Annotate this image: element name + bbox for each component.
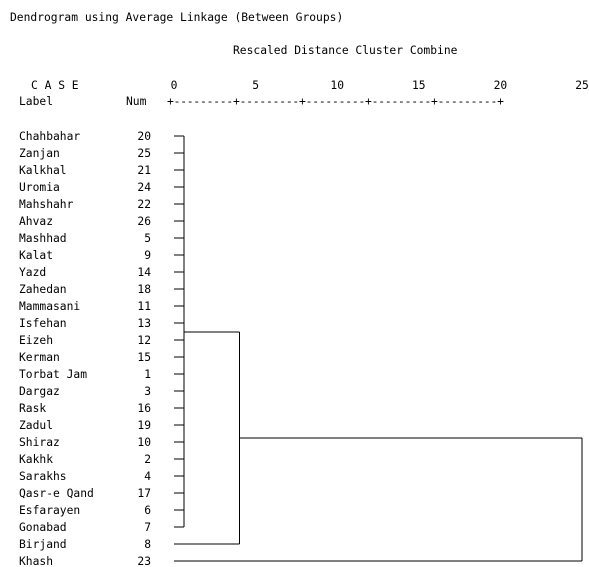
x-tick-label: 20	[494, 79, 508, 92]
case-label: Gonabad	[19, 521, 67, 534]
case-num: 23	[137, 555, 151, 567]
case-num: 5	[144, 232, 151, 245]
case-label: Sarakhs	[19, 470, 67, 483]
label-column-header: Label	[19, 95, 54, 108]
case-num: 6	[144, 504, 151, 517]
case-num: 2	[144, 453, 151, 466]
case-num: 24	[137, 181, 151, 194]
case-label: Zanjan	[19, 147, 60, 160]
x-tick-label: 10	[330, 79, 344, 92]
case-num: 22	[137, 198, 151, 211]
case-label: Kerman	[19, 351, 60, 364]
case-label: Isfehan	[19, 317, 67, 330]
num-column-header: Num	[126, 95, 147, 108]
case-label: Kalkhal	[19, 164, 67, 177]
case-label: Kakhk	[19, 453, 53, 466]
case-num: 8	[144, 538, 151, 551]
case-num: 20	[137, 130, 151, 143]
case-num: 17	[137, 487, 151, 500]
case-num: 19	[137, 419, 151, 432]
case-label: Chahbahar	[19, 130, 80, 143]
case-header: C A S E	[31, 79, 79, 92]
case-label: Birjand	[19, 538, 67, 551]
case-label: Torbat Jam	[19, 368, 87, 381]
case-num: 11	[137, 300, 151, 313]
case-num: 9	[144, 249, 151, 262]
x-tick-label: 15	[412, 79, 426, 92]
case-label: Zahedan	[19, 283, 67, 296]
case-num: 15	[137, 351, 151, 364]
case-label: Mammasani	[19, 300, 80, 313]
case-label: Yazd	[19, 266, 46, 279]
case-label: Uromia	[19, 181, 60, 194]
case-label: Zadul	[19, 419, 53, 432]
case-num: 7	[144, 521, 151, 534]
case-num: 21	[137, 164, 151, 177]
case-num: 14	[137, 266, 151, 279]
case-num: 12	[137, 334, 151, 347]
case-label: Mahshahr	[19, 198, 74, 211]
case-label: Ahvaz	[19, 215, 53, 228]
x-tick-label: 5	[252, 79, 259, 92]
case-num: 10	[137, 436, 151, 449]
case-label: Khash	[19, 555, 53, 567]
x-tick-label: 25	[575, 79, 589, 92]
case-label: Mashhad	[19, 232, 67, 245]
case-num: 3	[144, 385, 151, 398]
case-label: Rask	[19, 402, 46, 415]
x-tick-label: 0	[171, 79, 178, 92]
case-label: Qasr-e Qand	[19, 487, 94, 500]
chart-title: Dendrogram using Average Linkage (Betwee…	[10, 11, 344, 24]
axis-title: Rescaled Distance Cluster Combine	[233, 44, 458, 57]
case-label: Kalat	[19, 249, 53, 262]
case-num: 26	[137, 215, 151, 228]
case-num: 1	[144, 368, 151, 381]
axis-rule: +---------+---------+---------+---------…	[167, 95, 504, 108]
case-label: Dargaz	[19, 385, 60, 398]
case-num: 16	[137, 402, 151, 415]
case-label: Esfarayen	[19, 504, 80, 517]
case-num: 25	[137, 147, 151, 160]
case-num: 13	[137, 317, 151, 330]
case-label: Shiraz	[19, 436, 60, 449]
case-label: Eizeh	[19, 334, 53, 347]
case-num: 18	[137, 283, 151, 296]
case-num: 4	[144, 470, 151, 483]
